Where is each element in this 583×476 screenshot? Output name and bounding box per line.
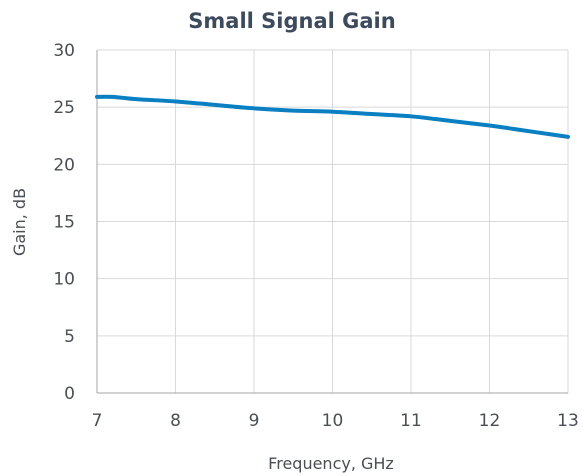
y-tick-label: 30 (53, 41, 75, 61)
y-tick-label: 15 (53, 213, 75, 233)
grid (97, 49, 569, 393)
x-tick-label: 13 (557, 411, 579, 431)
x-tick-label: 8 (170, 411, 181, 431)
x-tick-label: 10 (322, 411, 344, 431)
gain-series-line (95, 94, 570, 139)
x-tick-label: 12 (479, 411, 501, 431)
y-tick-label: 10 (53, 270, 75, 290)
tick-labels: 0 5 10 15 20 25 30 7 8 9 10 11 12 13 (53, 41, 578, 431)
x-axis-label: Frequency, GHz (268, 454, 394, 473)
x-tick-label: 7 (92, 411, 103, 431)
chart-title: Small Signal Gain (188, 9, 395, 33)
y-axis-label: Gain, dB (10, 188, 29, 256)
y-tick-label: 25 (53, 98, 75, 118)
y-tick-label: 5 (64, 327, 75, 347)
y-tick-label: 0 (64, 384, 75, 404)
axes (96, 50, 568, 394)
x-tick-label: 9 (249, 411, 260, 431)
series (95, 94, 570, 139)
x-tick-label: 11 (400, 411, 422, 431)
y-tick-label: 20 (53, 155, 75, 175)
